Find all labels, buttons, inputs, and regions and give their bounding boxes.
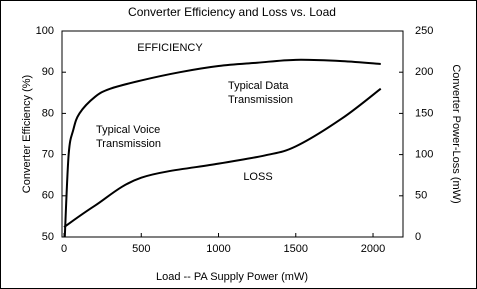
series-label: EFFICIENCY <box>137 42 203 54</box>
x-tick-label: 1500 <box>284 243 308 255</box>
x-tick-label: 500 <box>132 243 150 255</box>
x-tick-label: 1000 <box>206 243 230 255</box>
y-tick-label: 80 <box>42 107 54 119</box>
y-axis-label: Converter Efficiency (%) <box>21 75 33 193</box>
y-tick-label: 90 <box>42 66 54 78</box>
plot-frame <box>61 30 404 238</box>
annotation: Transmission <box>228 94 293 106</box>
y2-tick-label: 50 <box>415 190 427 202</box>
y2-tick-label: 100 <box>415 149 433 161</box>
annotation: Typical Voice <box>96 124 160 136</box>
series-line <box>63 58 381 238</box>
series-line <box>63 87 382 228</box>
x-axis-label: Load -- PA Supply Power (mW) <box>156 271 308 283</box>
chart-title: Converter Efficiency and Loss vs. Load <box>128 5 336 19</box>
annotation: Typical Data <box>228 80 289 92</box>
series-label: LOSS <box>243 171 272 183</box>
annotation: Transmission <box>96 138 161 150</box>
y2-tick-label: 150 <box>415 107 433 119</box>
x-tick-label: 0 <box>61 243 67 255</box>
y2-tick-label: 250 <box>415 25 433 37</box>
y-tick-label: 50 <box>42 231 54 243</box>
y-tick-label: 70 <box>42 149 54 161</box>
y2-tick-label: 200 <box>415 66 433 78</box>
y-tick-label: 100 <box>36 25 54 37</box>
x-tick-label: 2000 <box>361 243 385 255</box>
y-tick-label: 60 <box>42 190 54 202</box>
y2-axis-label: Converter Power-Loss (mW) <box>450 64 462 203</box>
y2-tick-label: 0 <box>415 231 421 243</box>
